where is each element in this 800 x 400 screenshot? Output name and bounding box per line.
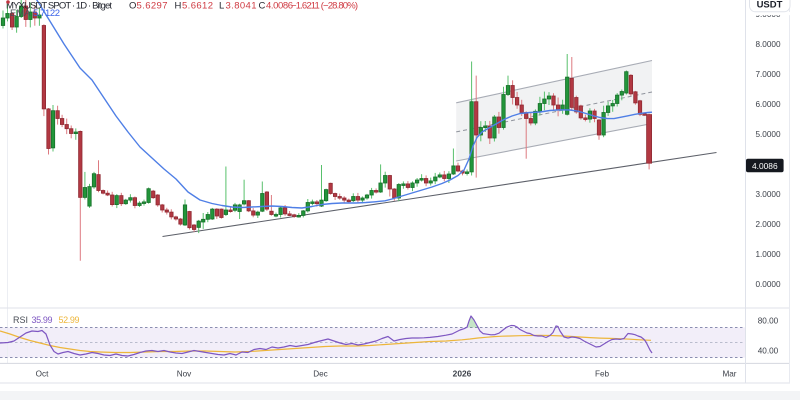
svg-text:USDT: USDT: [757, 0, 783, 10]
svg-text:Oct: Oct: [36, 370, 49, 379]
svg-text:1.0000: 1.0000: [755, 250, 780, 259]
svg-text:Mar: Mar: [722, 370, 736, 379]
svg-text:EMA: EMA: [10, 8, 31, 19]
svg-text:4.0086: 4.0086: [752, 161, 778, 171]
svg-text:7.0000: 7.0000: [755, 70, 780, 79]
svg-text:40.00: 40.00: [758, 346, 779, 355]
svg-text:6.0000: 6.0000: [755, 100, 780, 109]
svg-text:80.00: 80.00: [758, 316, 779, 325]
svg-text:5.7122: 5.7122: [33, 8, 60, 19]
svg-text:35.99: 35.99: [32, 315, 53, 325]
svg-text:5.0000: 5.0000: [755, 130, 780, 139]
svg-text:0.0000: 0.0000: [755, 280, 780, 289]
svg-text:52.99: 52.99: [59, 315, 80, 325]
svg-text:Dec: Dec: [313, 370, 328, 379]
svg-text:Feb: Feb: [595, 370, 610, 379]
svg-text:2.0000: 2.0000: [755, 220, 780, 229]
svg-text:2026: 2026: [453, 369, 472, 379]
svg-text:RSI: RSI: [13, 315, 28, 325]
svg-text:Nov: Nov: [177, 370, 192, 379]
svg-text:8.0000: 8.0000: [755, 40, 780, 49]
svg-text:3.0000: 3.0000: [755, 190, 780, 199]
